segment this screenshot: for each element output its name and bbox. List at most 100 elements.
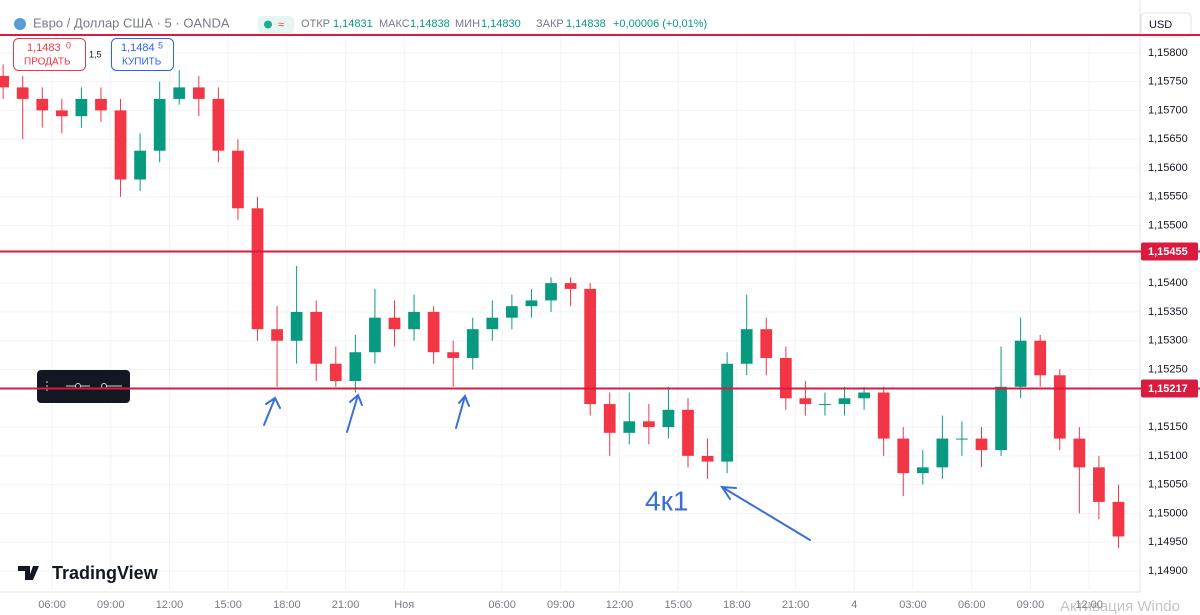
level-price-tag <box>1141 242 1198 261</box>
candle-body <box>564 283 577 289</box>
level-price-label: 1,15217 <box>1148 383 1188 395</box>
candle-body <box>740 329 753 364</box>
candle-body <box>956 438 968 440</box>
brand-logo <box>18 566 39 580</box>
candle-body <box>662 409 675 428</box>
open-value: 1,14831 <box>333 18 373 30</box>
currency-label: USD <box>1149 19 1172 31</box>
annotation-text: 4к1 <box>645 485 688 516</box>
y-tick-label: 1,15750 <box>1148 76 1188 88</box>
candle-body <box>1053 375 1066 439</box>
candle-body <box>603 404 616 433</box>
x-tick-label: 03:00 <box>899 599 927 611</box>
x-tick-label: 06:00 <box>488 599 516 611</box>
candle-body <box>153 98 166 151</box>
candle-body <box>760 329 773 358</box>
symbol-title[interactable]: Евро / Доллар США · 5 · OANDA <box>33 15 230 30</box>
y-tick-label: 1,14900 <box>1148 565 1188 577</box>
x-tick-label: 21:00 <box>332 599 360 611</box>
candle-body <box>192 87 205 99</box>
candle-body <box>1112 501 1125 537</box>
candle-body <box>545 283 557 301</box>
sell-button[interactable] <box>13 38 86 71</box>
candle-body <box>134 150 146 180</box>
candle-body <box>75 98 88 117</box>
y-tick-label: 1,15150 <box>1148 421 1188 433</box>
sell-label: ПРОДАТЬ <box>24 57 71 68</box>
x-tick-label: 12:00 <box>156 599 184 611</box>
x-tick-label: 12:00 <box>1075 599 1103 611</box>
candle-body <box>447 352 460 358</box>
x-tick-label: 12:00 <box>606 599 634 611</box>
candle-body <box>838 398 851 405</box>
y-tick-label: 1,15700 <box>1148 104 1188 116</box>
buy-button[interactable] <box>111 38 174 71</box>
candle-body <box>682 409 694 456</box>
x-tick-label: 15:00 <box>664 599 692 611</box>
candle-body <box>114 110 127 180</box>
candle-body <box>408 311 420 330</box>
candle-body <box>995 386 1007 451</box>
candle-body <box>36 98 49 111</box>
candle-body <box>819 404 831 406</box>
y-tick-label: 1,15100 <box>1148 450 1188 462</box>
symbol-icon <box>14 18 26 30</box>
x-tick-label: Ноя <box>394 599 414 611</box>
candle-body <box>799 398 812 405</box>
x-tick-label: 18:00 <box>273 599 301 611</box>
buy-pip: 5 <box>158 40 163 50</box>
toolbar-icons <box>46 381 122 393</box>
candle-body <box>1093 467 1105 502</box>
x-tick-label: 4 <box>851 599 857 611</box>
candle-body <box>427 311 440 353</box>
candle-body <box>642 421 655 428</box>
status-dot <box>264 20 272 29</box>
low-label: МИН <box>455 18 480 30</box>
y-tick-label: 1,15550 <box>1148 191 1188 203</box>
candle-body <box>897 438 910 474</box>
change-value: +0,00006 (+0,01%) <box>613 18 707 30</box>
y-tick-label: 1,15350 <box>1148 306 1188 318</box>
candle-body <box>369 317 381 353</box>
x-tick-label: 09:00 <box>97 599 125 611</box>
status-badge <box>258 16 294 33</box>
currency-button[interactable] <box>1140 12 1192 38</box>
x-tick-label: 06:00 <box>38 599 66 611</box>
candle-body <box>466 329 479 358</box>
open-label: ОТКР <box>301 18 330 30</box>
candle-body <box>1073 438 1086 468</box>
candle-body <box>623 421 636 433</box>
candle-body <box>701 455 714 462</box>
candle-body <box>388 317 401 330</box>
y-tick-label: 1,15250 <box>1148 363 1188 375</box>
candle-body <box>212 98 225 151</box>
y-tick-label: 1,15400 <box>1148 277 1188 289</box>
plot-area <box>0 35 1140 590</box>
sell-price: 1,1483 <box>27 42 61 54</box>
x-tick-label: 18:00 <box>723 599 751 611</box>
x-tick-label: 06:00 <box>958 599 986 611</box>
candle-body <box>936 438 949 468</box>
candle-body <box>877 392 890 439</box>
sell-pip: 0 <box>66 40 71 50</box>
buy-label: КУПИТЬ <box>122 57 162 68</box>
candle-body <box>16 87 29 99</box>
x-tick-label: 09:00 <box>547 599 575 611</box>
candle-body <box>251 208 264 330</box>
candle-body <box>525 300 538 307</box>
x-tick-label: 09:00 <box>1017 599 1045 611</box>
close-value: 1,14838 <box>566 18 606 30</box>
y-tick-label: 1,14950 <box>1148 536 1188 548</box>
candle-body <box>95 98 107 111</box>
x-tick-label: 15:00 <box>214 599 242 611</box>
candle-body <box>506 306 518 318</box>
candle-body <box>584 288 597 405</box>
buy-price: 1,1484 <box>121 42 155 54</box>
candle-body <box>486 317 499 330</box>
y-tick-label: 1,15050 <box>1148 479 1188 491</box>
status-icon: ≈ <box>278 19 284 31</box>
candle-body <box>271 329 283 341</box>
candle-body <box>232 150 244 209</box>
brand-name: TradingView <box>52 563 159 583</box>
